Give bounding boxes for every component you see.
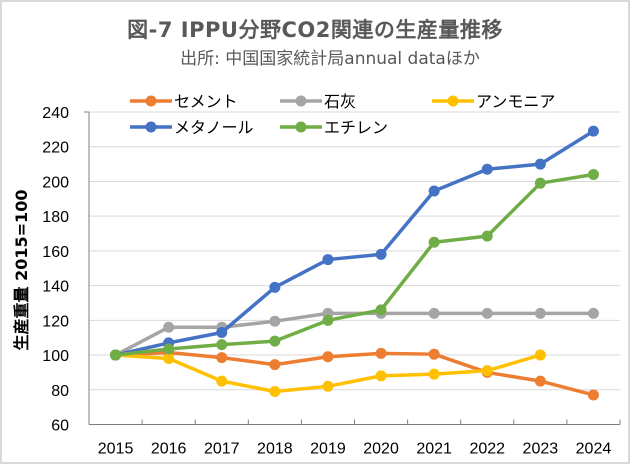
y-tick-label: 160 — [42, 244, 69, 261]
x-tick-label: 2024 — [576, 441, 612, 458]
x-tick-label: 2019 — [310, 441, 346, 458]
data-point — [269, 359, 281, 371]
x-tick-labels: 2015 2016 2017 2018 2019 2020 2021 2022 2023 2024 — [98, 441, 612, 458]
x-tick-label: 2017 — [204, 441, 240, 458]
data-point — [587, 389, 599, 401]
legend-label: セメント — [174, 92, 238, 111]
legend-item: メタノール — [130, 118, 254, 137]
series-line — [115, 129, 595, 357]
legend-label: アンモニア — [476, 92, 555, 111]
series-lines — [110, 125, 599, 401]
legend-label: 石灰 — [324, 92, 356, 111]
series-エチレン — [110, 169, 599, 361]
data-point — [587, 125, 599, 137]
data-point — [216, 375, 228, 387]
x-tick-label: 2015 — [98, 441, 134, 458]
chart-subtitle: 出所: 中国国家統計局annual dataほか — [180, 49, 480, 69]
data-point — [534, 375, 546, 387]
data-point — [534, 158, 546, 170]
data-point — [216, 339, 228, 351]
legend-item: セメント — [130, 92, 238, 111]
y-tick-label: 140 — [42, 279, 69, 296]
data-point — [110, 349, 122, 361]
data-point — [481, 230, 493, 242]
y-tick-label: 80 — [51, 383, 69, 400]
data-point — [375, 347, 387, 359]
x-tick-label: 2023 — [523, 441, 559, 458]
data-point — [587, 307, 599, 319]
legend-label: メタノール — [174, 118, 254, 137]
data-point — [428, 307, 440, 319]
data-point — [163, 321, 175, 333]
data-point — [481, 365, 493, 377]
data-point — [163, 353, 175, 365]
data-point — [216, 352, 228, 364]
data-point — [375, 304, 387, 316]
data-point — [428, 236, 440, 248]
legend-marker — [447, 95, 459, 107]
legend-marker — [295, 121, 307, 133]
data-point — [322, 380, 334, 392]
legend-marker — [145, 95, 157, 107]
data-point — [216, 326, 228, 338]
x-tick-label: 2020 — [363, 441, 399, 458]
y-tick-label: 200 — [42, 174, 69, 191]
x-tick-label: 2016 — [151, 441, 187, 458]
data-point — [428, 368, 440, 380]
legend-item: アンモニア — [432, 92, 555, 111]
data-point — [269, 315, 281, 327]
data-point — [269, 335, 281, 347]
data-point — [269, 386, 281, 398]
chart-title: 図-7 IPPU分野CO2関連の生産量推移 — [127, 18, 503, 42]
data-point — [587, 169, 599, 180]
y-tick-label: 220 — [42, 140, 69, 157]
x-tick-label: 2021 — [416, 441, 452, 458]
data-point — [428, 185, 440, 197]
legend-item: 石灰 — [280, 92, 356, 111]
series-メタノール — [110, 125, 599, 361]
x-tick-label: 2022 — [469, 441, 505, 458]
data-point — [375, 248, 387, 260]
data-point — [534, 177, 546, 189]
axes — [84, 111, 621, 425]
data-point — [481, 163, 493, 175]
y-tick-label: 240 — [42, 105, 69, 122]
data-point — [322, 351, 334, 363]
series-line — [115, 172, 594, 357]
legend-label: エチレン — [324, 118, 388, 137]
data-point — [163, 343, 175, 355]
data-point — [481, 307, 493, 319]
legend-marker — [145, 121, 157, 133]
data-point — [269, 281, 281, 293]
y-tick-labels: 60 80 100 120 140 160 180 200 220 240 — [42, 105, 69, 435]
y-tick-label: 60 — [51, 418, 69, 435]
data-point — [534, 307, 546, 319]
legend-item: エチレン — [280, 118, 388, 137]
data-point — [534, 349, 546, 361]
x-tick-label: 2018 — [257, 441, 293, 458]
data-point — [322, 254, 334, 266]
data-point — [428, 348, 440, 360]
legend-marker — [295, 95, 307, 107]
data-point — [375, 370, 387, 382]
y-tick-label: 100 — [42, 348, 69, 365]
data-point — [322, 314, 334, 326]
y-tick-label: 120 — [42, 313, 69, 330]
y-tick-label: 180 — [42, 209, 69, 226]
series-line — [115, 350, 594, 397]
y-axis-label: 生産重量 2015=100 — [12, 190, 31, 351]
